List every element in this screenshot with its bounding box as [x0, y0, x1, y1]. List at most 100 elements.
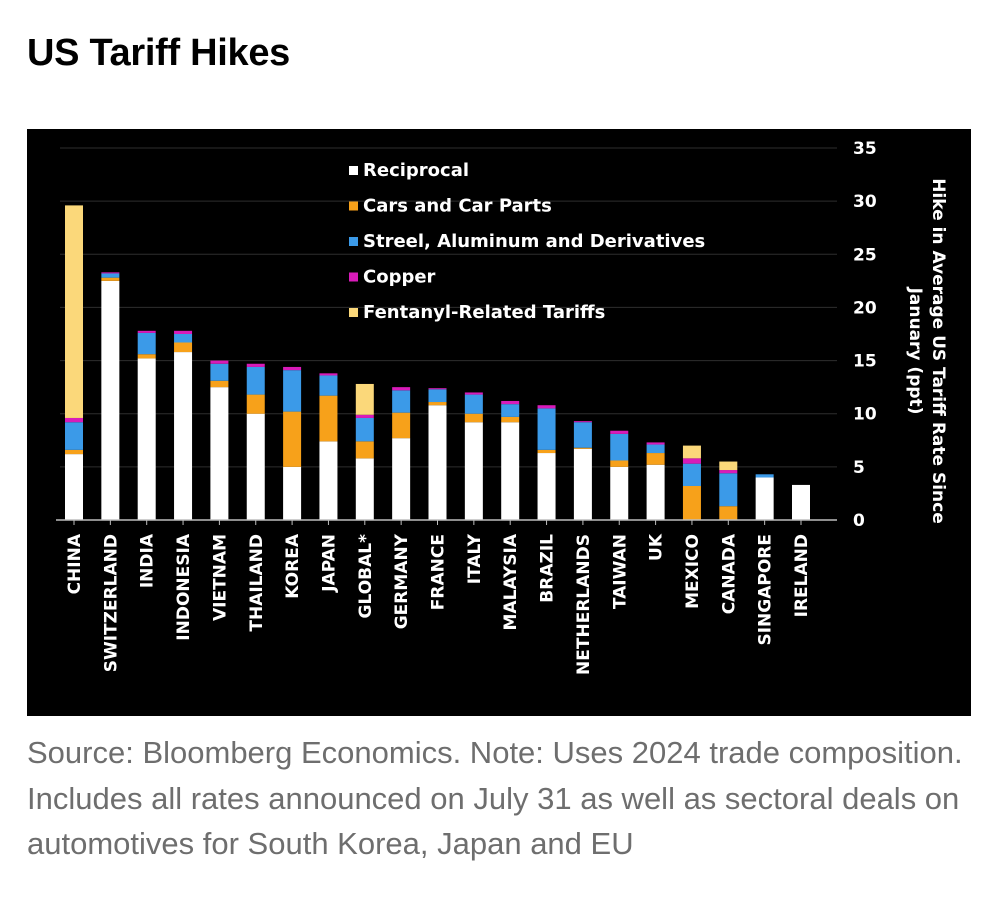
x-category-label: FRANCE	[429, 534, 449, 610]
x-category-label: SINGAPORE	[756, 534, 776, 646]
bar-segment	[65, 449, 83, 455]
chart-panel: 0 5 10 15 20 25 30 35 CHINA SWITZERLAND INDIA INDON…	[27, 129, 971, 716]
legend-label: Cars and Car Parts	[363, 196, 552, 217]
bar-segment	[246, 363, 265, 367]
bar-segment	[101, 280, 120, 520]
bar-segment	[101, 273, 120, 278]
x-category-label: MEXICO	[683, 534, 703, 609]
bar-segment	[719, 461, 738, 471]
x-category-label: VIETNAM	[210, 534, 230, 621]
x-category-label: KOREA	[283, 533, 303, 599]
bar-segment	[355, 441, 374, 459]
x-category-label: UK	[647, 533, 667, 561]
bar-segment	[283, 466, 302, 520]
bar-segment	[210, 380, 229, 388]
x-category-label: THAILAND	[247, 534, 267, 632]
bar-segment	[392, 387, 411, 391]
x-category-label: INDIA	[138, 533, 158, 588]
bar-segment	[428, 405, 447, 520]
x-category-label: IRELAND	[792, 534, 812, 617]
legend-swatch	[349, 166, 358, 175]
bar-segment	[646, 464, 665, 520]
bar-segment	[65, 205, 83, 418]
y-tick-label: 0	[853, 511, 865, 531]
bar-segment	[355, 414, 374, 418]
legend-label: Streel, Aluminum and Derivatives	[363, 231, 705, 252]
x-category-label: CANADA	[719, 533, 739, 614]
bar-segment	[537, 405, 556, 409]
bar-segment	[137, 358, 156, 520]
legend-swatch	[349, 272, 358, 282]
bar-segment	[537, 449, 556, 454]
x-category-label: JAPAN	[319, 534, 339, 593]
y-tick-label: 15	[853, 352, 877, 372]
bar-segment	[646, 453, 665, 465]
bar-segment	[65, 454, 83, 520]
bar-segment	[428, 388, 447, 390]
bar-segment	[137, 354, 156, 359]
x-category-label: CHINA	[65, 533, 85, 594]
bar-segment	[283, 366, 302, 371]
axes: 0 5 10 15 20 25 30 35 CHINA SWITZERLAND INDIA INDON…	[56, 139, 948, 675]
bar-segment	[65, 422, 83, 450]
bar-segment	[101, 272, 120, 274]
bar-segment	[137, 332, 156, 355]
legend-label: Reciprocal	[363, 160, 469, 181]
x-category-label: NETHERLANDS	[574, 534, 594, 675]
bar-segment	[137, 330, 156, 333]
x-category-label: GLOBAL*	[356, 534, 376, 619]
bar-segment	[464, 422, 483, 520]
bar-segment	[610, 460, 629, 467]
bar-segment	[428, 402, 447, 406]
x-category-label: SWITZERLAND	[101, 534, 121, 672]
bar-segment	[573, 421, 592, 423]
chart-title: US Tariff Hikes	[27, 32, 290, 74]
bar-segment	[174, 352, 193, 520]
bar-segment	[719, 473, 738, 507]
bar-segment	[682, 445, 701, 459]
bar-segment	[174, 342, 193, 353]
bar-segment	[610, 466, 629, 520]
bar-segment	[210, 360, 229, 364]
bar-segment	[283, 370, 302, 412]
bar-segment	[464, 413, 483, 423]
bar-segment	[501, 400, 520, 405]
bar-segment	[283, 411, 302, 467]
bar-segment	[537, 408, 556, 450]
bar-segment	[355, 458, 374, 520]
bar-segment	[501, 416, 520, 423]
bar-segment	[501, 422, 520, 520]
bars	[65, 205, 810, 520]
bar-segment	[719, 506, 738, 520]
stacked-bar-chart: 0 5 10 15 20 25 30 35 CHINA SWITZERLAND INDIA INDON…	[56, 139, 948, 675]
bar-segment	[573, 447, 592, 449]
legend-label: Fentanyl-Related Tariffs	[363, 302, 605, 323]
bar-segment	[428, 389, 447, 403]
bar-segment	[537, 453, 556, 520]
bar-segment	[573, 448, 592, 520]
bar-segment	[573, 422, 592, 448]
y-tick-label: 35	[853, 139, 877, 159]
bar-segment	[355, 383, 374, 415]
bar-segment	[246, 394, 265, 414]
bar-segment	[174, 330, 193, 334]
bar-segment	[646, 444, 665, 454]
y-tick-label: 30	[853, 192, 877, 212]
x-category-label: BRAZIL	[538, 534, 558, 603]
x-category-label: ITALY	[465, 533, 485, 584]
x-category-label: GERMANY	[392, 533, 412, 629]
bar-segment	[792, 484, 810, 520]
source-note: Source: Bloomberg Economics. Note: Uses …	[27, 735, 963, 861]
bar-segment	[210, 363, 229, 381]
y-tick-label: 25	[853, 245, 877, 265]
bar-segment	[501, 404, 520, 417]
y-axis-title: Hike in Average US Tariff Rate Since	[928, 178, 948, 524]
bar-segment	[755, 474, 774, 478]
bar-segment	[392, 412, 411, 439]
bar-segment	[392, 438, 411, 520]
legend-swatch	[349, 237, 358, 246]
bar-segment	[682, 458, 701, 464]
bar-segment	[682, 485, 701, 520]
legend-label: Copper	[363, 267, 436, 288]
bar-segment	[392, 390, 411, 413]
